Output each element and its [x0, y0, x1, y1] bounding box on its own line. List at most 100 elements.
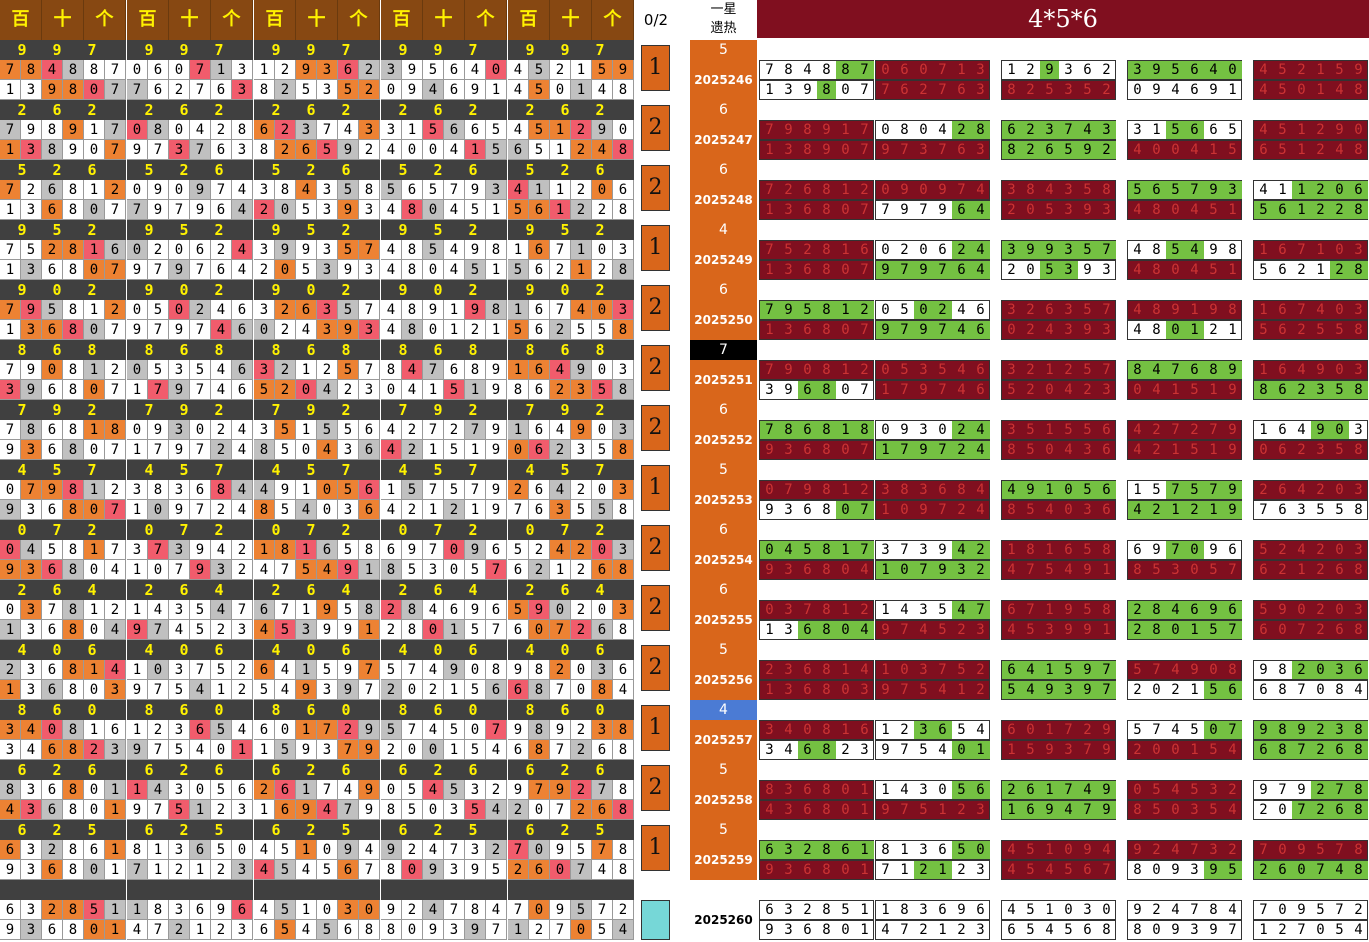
ratio-header: 0/2 [643, 11, 669, 29]
result-digit: 7 [1102, 362, 1111, 378]
history-digit: 2 [275, 140, 296, 160]
history-digit: 6 [529, 320, 550, 340]
history-digit: 1 [190, 860, 211, 880]
result-digit: 5 [1083, 602, 1092, 618]
result-digit: 4 [1007, 842, 1016, 858]
result-digit: 5 [1166, 61, 1185, 79]
history-digit: 9 [486, 420, 507, 440]
result-digit: 4 [1147, 361, 1166, 379]
history-digit: 5 [338, 180, 359, 200]
header-label: 百 [381, 0, 423, 40]
history-digit: 8 [613, 320, 634, 340]
result-digit: 6 [952, 201, 971, 219]
header-col-4-1: 十 [550, 0, 592, 40]
history-digit: 5 [317, 920, 338, 940]
result-digit: 6 [860, 722, 869, 738]
history-digit: 6 [529, 860, 550, 880]
result-digit: 2 [1021, 141, 1040, 159]
result-digit: 8 [779, 421, 798, 439]
result-digit: 0 [938, 422, 947, 438]
history-digit: 9 [63, 120, 84, 140]
result-digit: 3 [1064, 742, 1073, 758]
history-digit: 5 [592, 920, 613, 940]
history-digit: 7 [444, 180, 465, 200]
result-digit: 6 [1259, 682, 1268, 698]
result-digit: 7 [765, 62, 774, 78]
history-digit: 3 [550, 500, 571, 520]
result-digit: 3 [976, 802, 985, 818]
result-digit: 8 [1133, 802, 1142, 818]
result-digit: 6 [1259, 562, 1268, 578]
history-digit: 0 [444, 540, 465, 560]
history-digit: 5 [275, 740, 296, 760]
history-digit: 8 [232, 120, 253, 140]
result-digit: 6 [1278, 482, 1287, 498]
result-digit: 7 [760, 421, 779, 439]
result-digit: 5 [1278, 82, 1287, 98]
history-digit: 7 [190, 80, 211, 100]
history-digit: 9 [190, 180, 211, 200]
result-digit: 1 [957, 62, 966, 78]
group-top-digits: 792 [0, 400, 126, 420]
result-digit: 1 [1292, 201, 1311, 219]
result-digit: 7 [765, 242, 774, 258]
result-digit: 7 [1297, 302, 1306, 318]
history-digit: 0 [0, 600, 21, 620]
history-digit: 9 [127, 740, 148, 760]
history-digit: 0 [359, 900, 380, 920]
history-digit: 8 [613, 380, 634, 400]
result-digit: 5 [1316, 322, 1325, 338]
result-digit: 8 [1147, 621, 1166, 639]
result-digit: 0 [841, 322, 850, 338]
history-digit: 2 [571, 560, 592, 580]
result-digit: 3 [976, 82, 985, 98]
result-digit: 1 [957, 682, 966, 698]
history-digit: 2 [402, 840, 423, 860]
history-digit: 6 [529, 440, 550, 460]
history-digit: 3 [21, 920, 42, 940]
history-digit: 4 [211, 360, 232, 380]
history-digit: 4 [317, 440, 338, 460]
result-digit: 4 [1171, 842, 1180, 858]
history-digit: 2 [105, 600, 126, 620]
history-digit: 2 [275, 300, 296, 320]
history-digit: 2 [169, 80, 190, 100]
history-digit: 0 [148, 660, 169, 680]
history-digit: 8 [148, 900, 169, 920]
result-digit: 6 [976, 302, 985, 318]
history-digit: 7 [0, 300, 21, 320]
result-digit: 3 [1190, 862, 1199, 878]
history-digit: 7 [0, 240, 21, 260]
history-digit: 1 [381, 480, 402, 500]
history-digit: 1 [84, 720, 105, 740]
group-top-digits: 625 [0, 820, 126, 840]
result-digit: 5 [1026, 842, 1035, 858]
history-digit: 2 [338, 720, 359, 740]
history-digit: 6 [338, 60, 359, 80]
history-digit: 3 [169, 900, 190, 920]
history-digit: 2 [232, 680, 253, 700]
history-digit: 3 [105, 740, 126, 760]
history-digit: 1 [296, 420, 317, 440]
history-digit: 4 [402, 360, 423, 380]
result-digit: 2 [860, 482, 869, 498]
group-top-digits: 626 [254, 760, 380, 780]
history-digit: 1 [550, 120, 571, 140]
result-digit: 9 [881, 742, 890, 758]
header-label: 十 [296, 0, 338, 40]
result-digit: 4 [1354, 922, 1363, 938]
history-digit: 1 [465, 380, 486, 400]
history-digit: 9 [465, 240, 486, 260]
history-digit: 6 [42, 740, 63, 760]
result-digit: 9 [1040, 801, 1059, 819]
history-digit: 5 [211, 780, 232, 800]
group-top-digits: 625 [254, 820, 380, 840]
result-digit: 1 [1133, 482, 1142, 498]
result-digit: 1 [841, 362, 850, 378]
history-digit: 3 [317, 240, 338, 260]
